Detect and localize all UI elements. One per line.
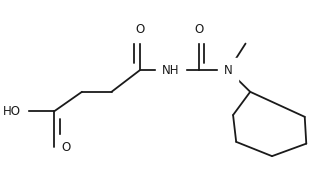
Text: O: O — [135, 23, 144, 36]
Text: HO: HO — [3, 105, 21, 118]
Text: N: N — [224, 64, 233, 77]
Text: O: O — [62, 141, 71, 154]
Text: O: O — [194, 23, 204, 36]
Text: NH: NH — [162, 64, 179, 77]
